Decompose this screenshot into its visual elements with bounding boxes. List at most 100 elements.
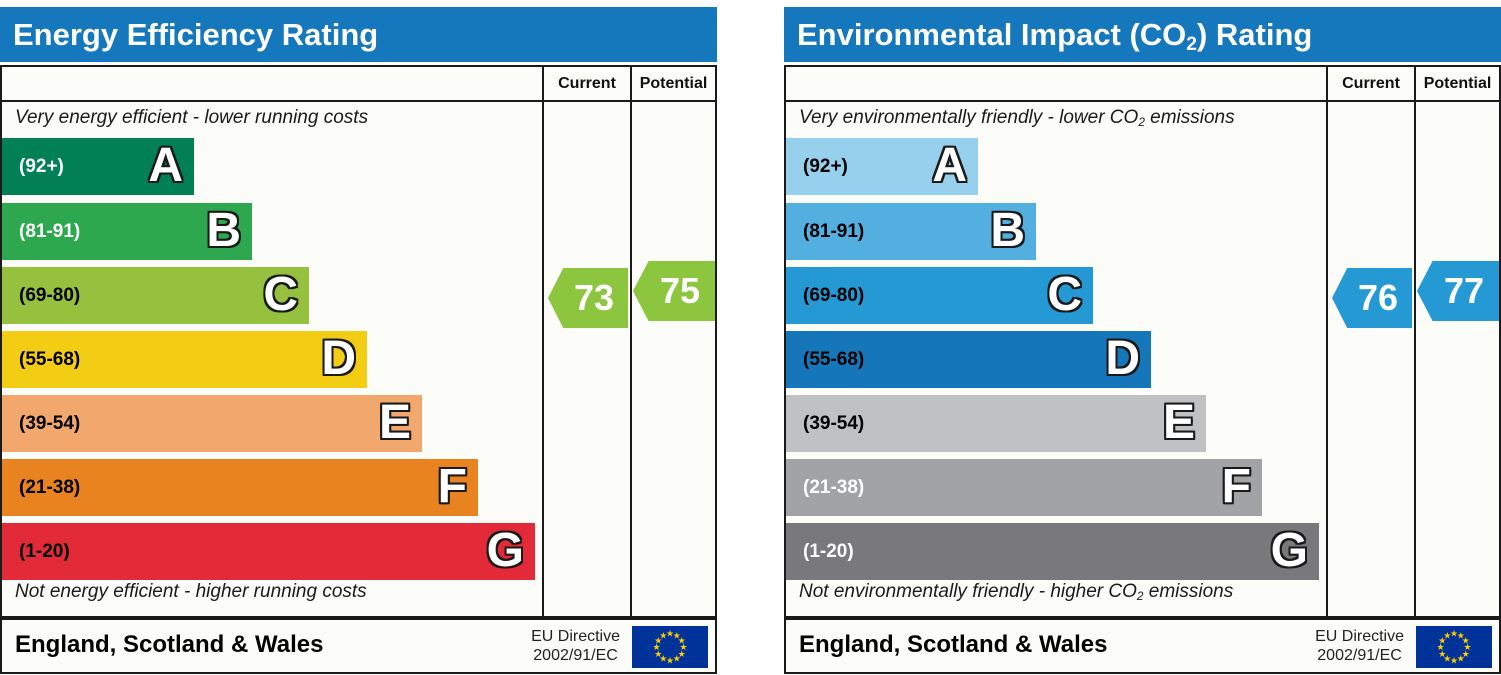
eu-directive-label: EU Directive 2002/91/EC: [1315, 628, 1404, 664]
band-d-letter: D: [321, 332, 356, 385]
band-b-range: (81-91): [19, 221, 81, 242]
band-d: (55-68) D: [2, 331, 367, 388]
current-column-header: Current: [1342, 75, 1400, 92]
band-g-letter: G: [486, 524, 524, 577]
rating-table: Current Potential Very environmentally f…: [784, 65, 1501, 618]
svg-text:★: ★: [673, 654, 681, 664]
current-column-divider: [1326, 67, 1328, 616]
svg-text:★: ★: [678, 635, 686, 645]
current-rating-value: 76: [1357, 277, 1399, 318]
band-c-letter: C: [263, 268, 298, 321]
energy-efficiency-panel: Energy Efficiency Rating Current Potenti…: [0, 0, 717, 675]
bottom-caption: Not energy efficient - higher running co…: [15, 581, 367, 602]
svg-text:★: ★: [1462, 649, 1470, 659]
band-g: (1-20) G: [786, 523, 1319, 580]
chart-title-text: Energy Efficiency Rating: [13, 16, 379, 52]
eu-directive-label: EU Directive 2002/91/EC: [531, 628, 620, 664]
band-a-range: (92+): [803, 156, 848, 177]
band-c-range: (69-80): [19, 285, 81, 306]
band-b: (81-91) B: [786, 203, 1036, 260]
eu-flag-icon: ★★★★★★★★★★★★: [1416, 626, 1492, 668]
environmental-impact-panel: Environmental Impact (CO2) Rating Curren…: [784, 0, 1501, 675]
chart-title: Environmental Impact (CO2) Rating: [784, 16, 1313, 55]
svg-text:★: ★: [659, 654, 667, 664]
svg-text:★: ★: [659, 630, 667, 640]
potential-column-header: Potential: [639, 75, 708, 92]
svg-text:★: ★: [654, 649, 662, 659]
svg-text:★: ★: [1457, 630, 1465, 640]
band-g-range: (1-20): [19, 541, 70, 562]
svg-text:★: ★: [1450, 629, 1458, 639]
potential-rating-value: 75: [659, 270, 701, 311]
current-rating-marker: 76: [1332, 268, 1412, 328]
current-column-header: Current: [558, 75, 616, 92]
band-c-letter: C: [1047, 268, 1082, 321]
potential-rating-marker: 75: [633, 261, 715, 321]
svg-text:★: ★: [678, 649, 686, 659]
band-b-range: (81-91): [803, 221, 865, 242]
region-label: England, Scotland & Wales: [799, 631, 1108, 658]
band-e-range: (39-54): [19, 413, 81, 434]
band-c-range: (69-80): [803, 285, 865, 306]
band-g-range: (1-20): [803, 541, 854, 562]
band-a-letter: A: [932, 139, 967, 192]
chart-title-text: Environmental Impact (CO: [797, 16, 1187, 52]
band-c: (69-80) C: [2, 267, 309, 324]
svg-text:★: ★: [1438, 635, 1446, 645]
band-e-letter: E: [378, 396, 411, 449]
top-caption: Very environmentally friendly - lower CO…: [799, 107, 1235, 130]
band-f-letter: F: [437, 460, 467, 513]
band-d-range: (55-68): [19, 349, 81, 370]
svg-text:★: ★: [1457, 654, 1465, 664]
svg-text:★: ★: [1450, 656, 1458, 666]
svg-text:★: ★: [679, 642, 687, 652]
svg-text:★: ★: [1438, 649, 1446, 659]
chart-title-banner: Energy Efficiency Rating: [0, 7, 717, 62]
band-f: (21-38) F: [786, 459, 1262, 516]
band-e-range: (39-54): [803, 413, 865, 434]
band-d-letter: D: [1105, 332, 1140, 385]
potential-column-header: Potential: [1423, 75, 1492, 92]
svg-text:★: ★: [1462, 635, 1470, 645]
svg-text:★: ★: [1436, 642, 1444, 652]
band-g-letter: G: [1270, 524, 1308, 577]
band-a-letter: A: [148, 139, 183, 192]
band-f: (21-38) F: [2, 459, 478, 516]
svg-text:★: ★: [1443, 630, 1451, 640]
band-b-letter: B: [990, 204, 1025, 257]
band-g: (1-20) G: [2, 523, 535, 580]
band-d: (55-68) D: [786, 331, 1151, 388]
eu-flag-icon: ★★★★★★★★★★★★: [632, 626, 708, 668]
current-column-divider: [542, 67, 544, 616]
chart-footer: England, Scotland & Wales EU Directive 2…: [0, 618, 717, 674]
chart-footer: England, Scotland & Wales EU Directive 2…: [784, 618, 1501, 674]
current-rating-value: 73: [573, 277, 615, 318]
band-b-letter: B: [206, 204, 241, 257]
band-b: (81-91) B: [2, 203, 252, 260]
svg-text:★: ★: [652, 642, 660, 652]
svg-text:★: ★: [673, 630, 681, 640]
header-row-divider: [2, 100, 715, 102]
top-caption: Very energy efficient - lower running co…: [15, 107, 369, 128]
rating-table: Current Potential Very energy efficient …: [0, 65, 717, 618]
band-d-range: (55-68): [803, 349, 865, 370]
header-row-divider: [786, 100, 1499, 102]
band-f-range: (21-38): [803, 477, 865, 498]
potential-column-divider: [630, 67, 632, 616]
band-e-letter: E: [1162, 396, 1195, 449]
chart-title-text-end: ) Rating: [1196, 16, 1313, 52]
band-a: (92+) A: [786, 138, 978, 195]
potential-rating-marker: 77: [1417, 261, 1499, 321]
potential-rating-value: 77: [1443, 270, 1485, 311]
band-f-letter: F: [1221, 460, 1251, 513]
band-a-range: (92+): [19, 156, 64, 177]
svg-text:★: ★: [1443, 654, 1451, 664]
band-a: (92+) A: [2, 138, 194, 195]
bottom-caption: Not environmentally friendly - higher CO…: [799, 581, 1234, 604]
svg-text:★: ★: [1463, 642, 1471, 652]
chart-title-banner: Environmental Impact (CO2) Rating: [784, 7, 1501, 62]
svg-text:★: ★: [666, 629, 674, 639]
band-c: (69-80) C: [786, 267, 1093, 324]
band-e: (39-54) E: [2, 395, 422, 452]
